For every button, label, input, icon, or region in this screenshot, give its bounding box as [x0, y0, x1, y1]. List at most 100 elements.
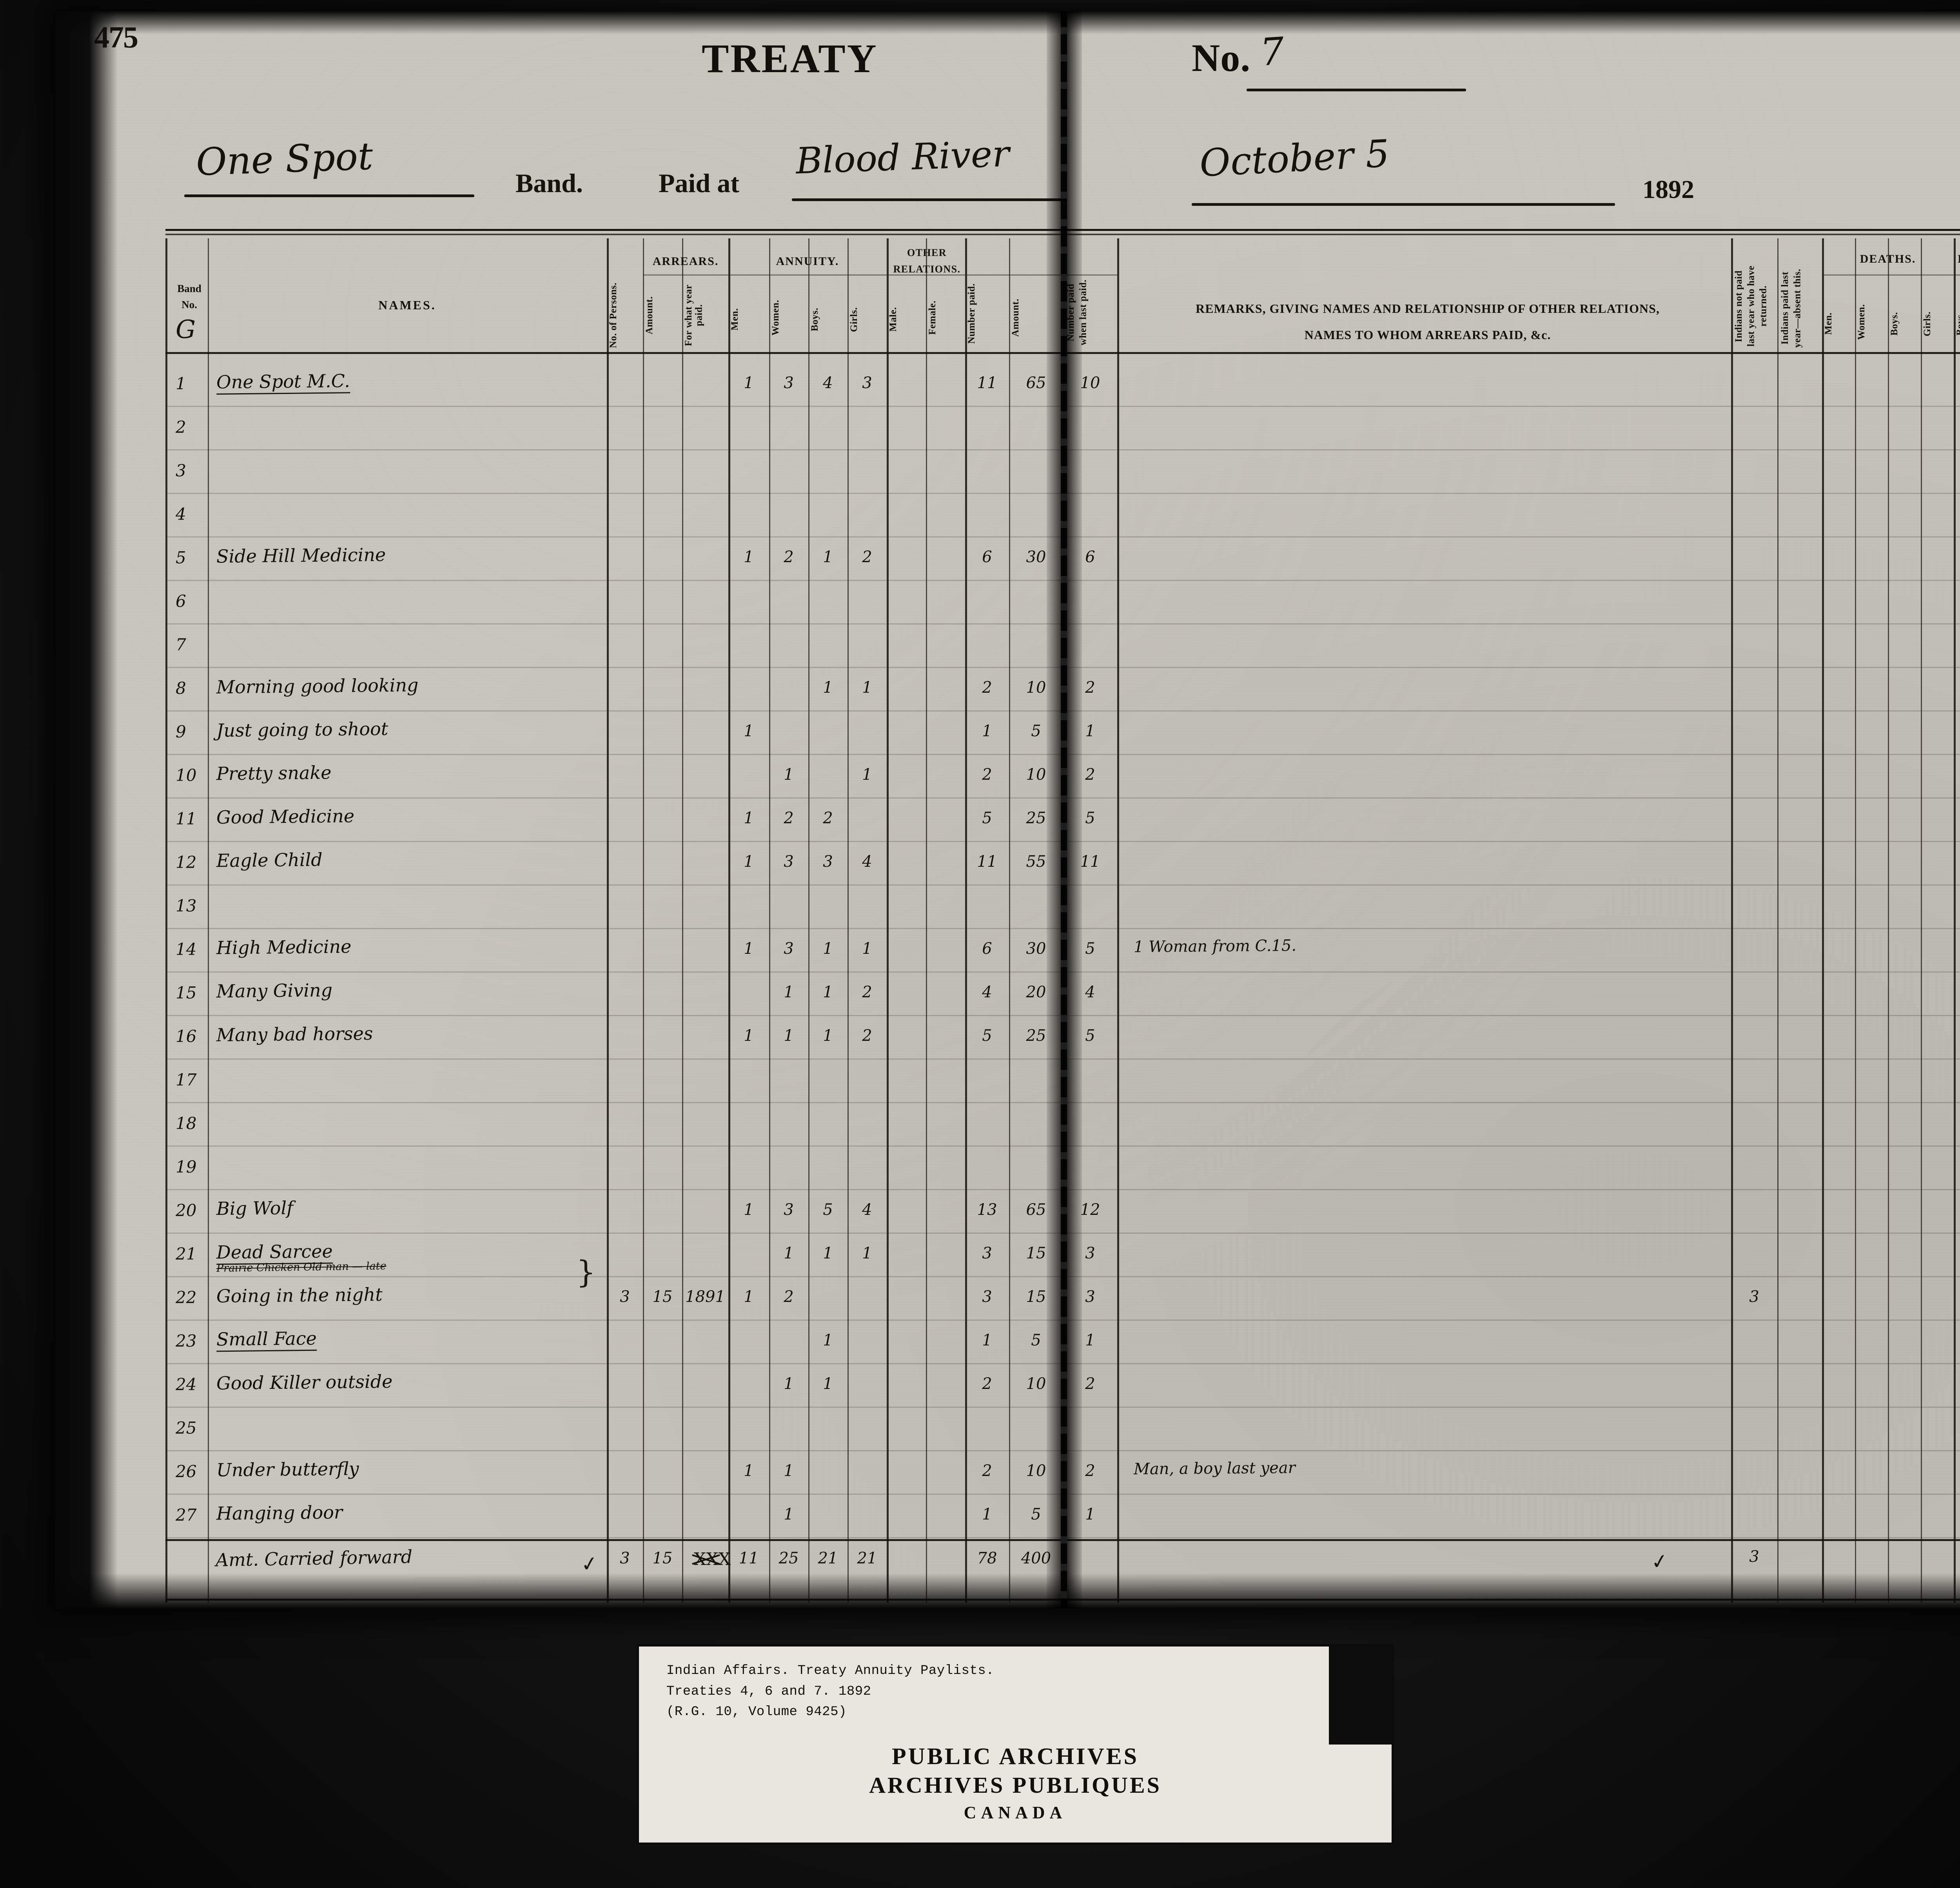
totals-annuity-boys: 21: [818, 1549, 838, 1567]
row-name: Eagle Child: [216, 849, 323, 871]
row-number: 10: [176, 766, 197, 785]
row-name: Morning good looking: [216, 674, 419, 698]
cell-women: 1: [784, 1462, 794, 1480]
cell-num-last: 1: [1085, 1331, 1095, 1349]
row-number: 19: [176, 1157, 197, 1176]
cell-girls: 4: [862, 853, 872, 871]
band-letter-value: G: [176, 315, 196, 344]
totals-annuity-women: 25: [779, 1549, 799, 1567]
grid-vline: [848, 238, 849, 1603]
column-header-paid-last-absent: Indians paid last year—absent this.: [1780, 269, 1803, 348]
cell-arr-persons: 3: [620, 1288, 630, 1306]
row-number: 5: [176, 548, 186, 567]
row-number: 21: [176, 1244, 197, 1264]
cell-women: 3: [784, 853, 794, 871]
row-number: 8: [176, 679, 186, 698]
row-name: Hanging door: [216, 1501, 343, 1524]
cell-num-paid: 2: [982, 766, 992, 784]
cell-girls: 2: [862, 983, 872, 1001]
row-number: 22: [176, 1288, 197, 1307]
grid-vline: [926, 238, 927, 1603]
column-header-annuity-boys: Boys.: [809, 307, 820, 332]
cell-num-last: 5: [1085, 809, 1095, 827]
cell-num-paid: 3: [982, 1244, 992, 1262]
cell-women: 3: [784, 1201, 794, 1219]
cell-arr-amount: 15: [652, 1288, 673, 1306]
column-header-remarks: REMARKS, GIVING NAMES AND RELATIONSHIP O…: [1134, 296, 1722, 348]
grid-vline: [769, 238, 770, 1603]
archive-typed-line-3: (R.G. 10, Volume 9425): [666, 1705, 847, 1720]
treaty-title: TREATY: [702, 36, 878, 81]
cell-girls: 1: [862, 1244, 872, 1262]
cell-amount: 5: [1031, 1331, 1041, 1349]
cell-boys: 1: [823, 1375, 833, 1393]
cell-num-paid: 11: [977, 853, 997, 871]
cell-men: 1: [744, 940, 754, 958]
cell-num-paid: 1: [982, 1505, 992, 1523]
band-name-rule: [184, 194, 474, 197]
group-header-arrears: ARREARS.: [652, 255, 719, 268]
cell-num-last: 5: [1085, 1027, 1095, 1045]
totals-arrears-year-struck: XXX: [694, 1549, 731, 1569]
cell-amount: 65: [1026, 1201, 1046, 1219]
row-name: Just going to shoot: [216, 718, 388, 741]
cell-women: 1: [784, 1375, 794, 1393]
row-name: Side Hill Medicine: [216, 544, 386, 567]
year-value: 1892: [1642, 175, 1694, 204]
row-name: Going in the night: [216, 1283, 383, 1307]
cell-not-paid-returned: 3: [1749, 1288, 1759, 1306]
row-number: 26: [176, 1462, 197, 1481]
cell-num-last: 2: [1085, 1462, 1095, 1480]
cell-num-last: 1: [1085, 1505, 1095, 1523]
cell-women: 2: [784, 1288, 794, 1306]
totals-arrears-amount: 15: [652, 1549, 673, 1567]
column-header-annuity-girls: Girls.: [849, 307, 859, 332]
cell-boys: 1: [823, 548, 833, 566]
cell-men: 1: [744, 853, 754, 871]
date-value: October 5: [1198, 131, 1391, 185]
cell-num-paid: 5: [982, 809, 992, 827]
column-header-births-boys: Boys.: [1955, 312, 1960, 336]
cell-boys: 1: [823, 1027, 833, 1045]
column-header-band-no: Band No.: [177, 283, 201, 310]
row-number: 16: [176, 1027, 197, 1046]
cell-amount: 10: [1026, 766, 1046, 784]
cell-amount: 5: [1031, 722, 1041, 740]
treaty-no-rule: [1247, 89, 1466, 91]
column-header-deaths-women: Women.: [1856, 304, 1867, 340]
cell-boys: 1: [823, 679, 833, 697]
cell-amount: 20: [1026, 983, 1046, 1001]
totals-number-paid: 78: [977, 1549, 997, 1567]
cell-b-boys: 1: [1954, 1201, 1960, 1219]
totals-checkmark-remarks: ✓: [1650, 1549, 1670, 1575]
cell-num-paid: 2: [982, 1462, 992, 1480]
column-header-arrears-amount: Amount.: [644, 296, 655, 334]
band-name-value: One Spot: [195, 134, 374, 184]
page-edge-top: [55, 11, 1960, 34]
row-number: 3: [176, 461, 186, 480]
cell-men: 1: [744, 1462, 754, 1480]
totals-label: Amt. Carried forward: [215, 1546, 413, 1571]
cell-amount: 30: [1026, 940, 1046, 958]
cell-amount: 15: [1026, 1244, 1046, 1262]
row-number: 27: [176, 1505, 197, 1525]
row-name: High Medicine: [216, 936, 352, 959]
archive-label-notch: [1329, 1647, 1392, 1745]
row-number: 15: [176, 983, 197, 1002]
grid-vline: [1822, 238, 1824, 1603]
cell-women: 1: [784, 1244, 794, 1262]
ledger-page: 475 475 TREATY No. 7 One Spot Band. Paid…: [55, 11, 1960, 1608]
row-number: 2: [176, 418, 186, 437]
cell-girls: 3: [862, 374, 872, 392]
row-subnote: Prairie Chicken Old man — late: [216, 1260, 387, 1275]
row-number: 1: [176, 374, 186, 393]
grid-vline: [1921, 238, 1922, 1603]
totals-amount: 400: [1021, 1549, 1051, 1567]
cell-num-paid: 6: [982, 940, 992, 958]
row-number: 4: [176, 505, 186, 524]
grid-vline: [965, 238, 967, 1603]
column-header-deaths-boys: Boys.: [1889, 312, 1900, 336]
archive-archives-publiques: ARCHIVES PUBLIQUES: [869, 1772, 1161, 1798]
grid-vline: [1855, 238, 1856, 1603]
grid-vline: [1954, 238, 1956, 1603]
